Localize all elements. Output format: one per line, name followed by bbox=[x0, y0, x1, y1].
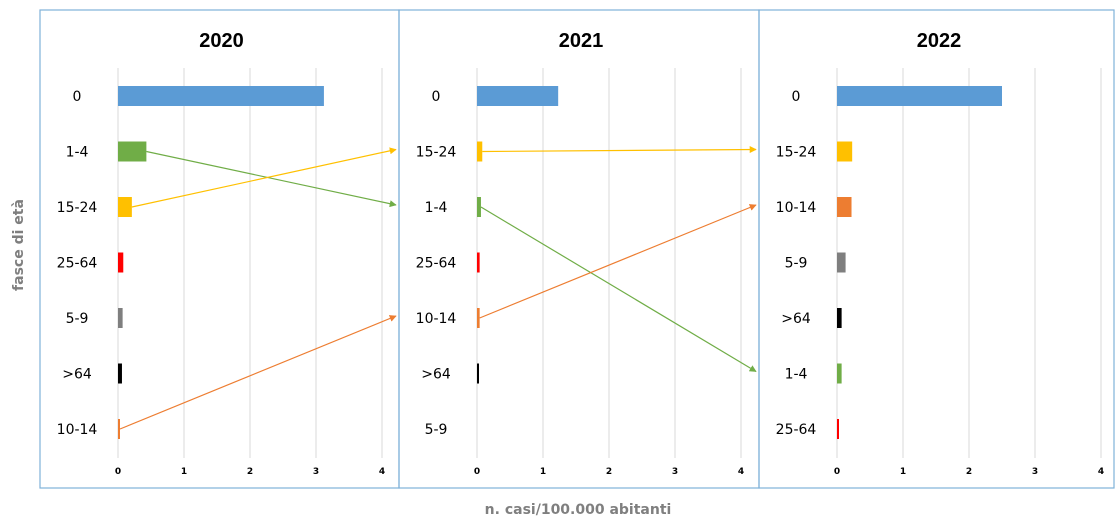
bar-2020-25-64 bbox=[118, 252, 124, 273]
x-tick-label: 4 bbox=[1098, 467, 1104, 477]
rank-arrow-1-4 bbox=[146, 150, 397, 208]
bars bbox=[118, 86, 1002, 439]
bar-2022-0 bbox=[837, 86, 1002, 106]
x-axis-title: n. casi/100.000 abitanti bbox=[485, 502, 672, 517]
category-label: 1-4 bbox=[425, 200, 448, 216]
x-tick-label: 3 bbox=[672, 467, 678, 477]
bar-2021-15-24 bbox=[477, 141, 483, 162]
x-tick-label: 0 bbox=[115, 467, 121, 477]
gridlines bbox=[117, 68, 1102, 458]
bar-2020-0 bbox=[118, 86, 324, 106]
x-tick-label: 4 bbox=[379, 467, 385, 477]
category-label: 5-9 bbox=[785, 256, 808, 272]
bar-2022-10-14 bbox=[837, 197, 852, 217]
bar-2020->64 bbox=[118, 363, 122, 384]
x-tick-label: 2 bbox=[606, 467, 612, 477]
category-label: 15-24 bbox=[416, 145, 457, 161]
labels: 0 1 2 3 4 2020 0 1-4 15-24 25-64 5-9 >64 10-14 0 1 2 3 4 2… bbox=[57, 30, 1104, 477]
category-label: 10-14 bbox=[416, 311, 457, 327]
bar-2020-15-24 bbox=[118, 197, 132, 217]
category-label: 10-14 bbox=[57, 422, 98, 438]
rank-arrow-10-14 bbox=[479, 204, 757, 319]
rank-arrow-15-24 bbox=[131, 147, 397, 208]
panel-frame-2021 bbox=[398, 9, 760, 489]
x-tick-label: 2 bbox=[966, 467, 972, 477]
panel-title: 2021 bbox=[559, 30, 604, 52]
panel-title: 2022 bbox=[917, 30, 962, 52]
category-label: 15-24 bbox=[776, 145, 817, 161]
category-label: 25-64 bbox=[416, 256, 457, 272]
bar-2020-1-4 bbox=[118, 141, 147, 162]
category-label: 0 bbox=[432, 89, 441, 105]
panel-frames bbox=[39, 9, 1115, 489]
x-tick-label: 1 bbox=[540, 467, 546, 477]
rank-arrow-1-4 bbox=[480, 206, 757, 373]
category-label: 25-64 bbox=[776, 422, 817, 438]
panel-frame-2020 bbox=[39, 9, 400, 489]
x-tick-label: 3 bbox=[313, 467, 319, 477]
category-label: >64 bbox=[62, 367, 92, 383]
category-label: >64 bbox=[421, 367, 451, 383]
panel-title: 2020 bbox=[199, 30, 244, 52]
bar-2022-1-4 bbox=[837, 363, 842, 384]
bar-2022-5-9 bbox=[837, 252, 846, 273]
bar-2021-10-14 bbox=[477, 308, 480, 328]
category-label: 1-4 bbox=[66, 145, 89, 161]
x-tick-label: 0 bbox=[834, 467, 840, 477]
category-label: 5-9 bbox=[425, 422, 448, 438]
category-label: 0 bbox=[73, 89, 82, 105]
bar-2021-25-64 bbox=[477, 252, 480, 273]
bar-2021->64 bbox=[477, 363, 479, 384]
bar-2021-0 bbox=[477, 86, 559, 106]
x-tick-label: 0 bbox=[474, 467, 480, 477]
category-label: 0 bbox=[792, 89, 801, 105]
panel-frame-2022 bbox=[758, 9, 1115, 489]
category-label: 10-14 bbox=[776, 200, 817, 216]
bar-2022->64 bbox=[837, 308, 842, 328]
bar-2020-10-14 bbox=[118, 419, 120, 439]
x-tick-label: 4 bbox=[738, 467, 744, 477]
category-label: 1-4 bbox=[785, 367, 808, 383]
rank-arrow-10-14 bbox=[119, 315, 397, 430]
bar-2022-25-64 bbox=[837, 419, 839, 439]
bar-2022-15-24 bbox=[837, 141, 853, 162]
bar-2020-5-9 bbox=[118, 308, 123, 328]
category-label: >64 bbox=[781, 311, 811, 327]
bar-2021-1-4 bbox=[477, 197, 481, 217]
y-axis-title: fasce di età bbox=[11, 199, 27, 291]
x-tick-label: 3 bbox=[1032, 467, 1038, 477]
x-tick-label: 1 bbox=[181, 467, 187, 477]
rank-arrows bbox=[119, 146, 757, 430]
rank-arrow-15-24 bbox=[482, 146, 757, 154]
category-label: 5-9 bbox=[66, 311, 89, 327]
x-tick-label: 2 bbox=[247, 467, 253, 477]
category-label: 15-24 bbox=[57, 200, 98, 216]
category-label: 25-64 bbox=[57, 256, 98, 272]
x-tick-label: 1 bbox=[900, 467, 906, 477]
